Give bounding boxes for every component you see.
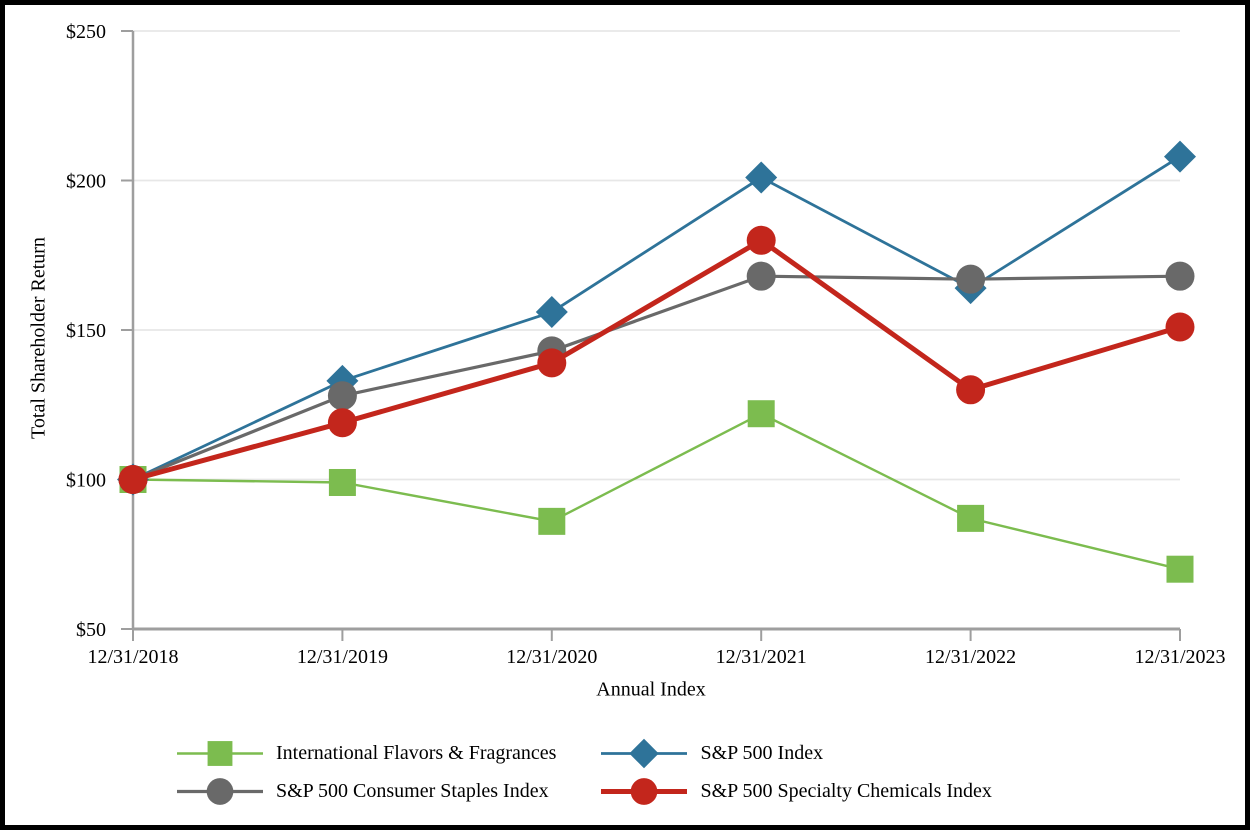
y-tick-label: $100 (66, 470, 106, 492)
y-tick-label: $50 (76, 619, 106, 641)
legend-marker-shape (629, 738, 660, 769)
data-point-s-p-500-specialty-chemicals-index (327, 408, 357, 438)
y-axis-title: Total Shareholder Return (27, 237, 50, 439)
data-point-s-p-500-consumer-staples-index (746, 261, 776, 291)
data-point-international-flavors-fragrances (747, 400, 775, 428)
data-point-international-flavors-fragrances (957, 504, 985, 532)
y-tick-label: $200 (66, 171, 106, 193)
data-point-international-flavors-fragrances (328, 468, 356, 496)
legend-marker-diamond-icon (601, 738, 688, 769)
chart-legend: International Flavors & Fragrances S&P 50… (176, 737, 992, 808)
x-tick-label: 12/31/2020 (506, 646, 597, 668)
data-point-s-p-500-specialty-chemicals-index (956, 375, 986, 405)
legend-item-s-p-500-consumer-staples-index: S&P 500 Consumer Staples Index (176, 775, 556, 808)
x-tick-label: 12/31/2022 (925, 646, 1016, 668)
x-tick-label: 12/31/2019 (297, 646, 388, 668)
legend-label: S&P 500 Index (700, 742, 824, 764)
data-point-s-p-500-consumer-staples-index (956, 264, 986, 294)
series-line-international-flavors-fragrances (132, 412, 1181, 571)
legend-marker-circle-icon (601, 778, 688, 805)
data-point-international-flavors-fragrances (1166, 555, 1194, 583)
series-international-flavors-fragrances (119, 400, 1194, 583)
data-point-s-p-500-specialty-chemicals-index (746, 225, 776, 255)
data-point-s-p-500-specialty-chemicals-index (1165, 312, 1195, 342)
x-tick-label: 12/31/2023 (1134, 646, 1225, 668)
x-axis-title: Annual Index (596, 678, 706, 701)
series-s-p-500-specialty-chemicals-index (118, 225, 1195, 494)
legend-marker-square-icon (177, 741, 263, 766)
data-point-s-p-500-index (745, 161, 778, 194)
data-point-s-p-500-index (535, 296, 568, 329)
legend-marker-shape (207, 741, 233, 766)
y-tick-label: $250 (66, 21, 106, 43)
legend-label: International Flavors & Fragrances (276, 742, 557, 764)
legend-label: S&P 500 Specialty Chemicals Index (700, 780, 992, 802)
y-tick-label: $150 (66, 320, 106, 342)
data-point-s-p-500-index (1164, 140, 1196, 173)
series-s-p-500-consumer-staples-index (118, 261, 1195, 494)
data-point-s-p-500-consumer-staples-index (1165, 261, 1195, 291)
x-tick-label: 12/31/2018 (87, 646, 178, 668)
series-line-s-p-500-index (132, 155, 1181, 481)
legend-marker-shape (631, 778, 658, 805)
legend-label: S&P 500 Consumer Staples Index (276, 780, 549, 802)
series-line-s-p-500-specialty-chemicals-index (132, 237, 1181, 482)
data-point-international-flavors-fragrances (538, 507, 566, 535)
legend-item-s-p-500-index: S&P 500 Index (600, 737, 991, 770)
data-point-s-p-500-specialty-chemicals-index (537, 348, 567, 378)
legend-item-s-p-500-specialty-chemicals-index: S&P 500 Specialty Chemicals Index (600, 775, 992, 808)
legend-marker-circle-icon (177, 778, 263, 805)
series-line-s-p-500-consumer-staples-index (132, 274, 1181, 481)
data-point-s-p-500-consumer-staples-index (327, 381, 357, 411)
data-point-s-p-500-specialty-chemicals-index (118, 465, 148, 494)
legend-marker-shape (206, 778, 234, 805)
legend-item-international-flavors-fragrances: International Flavors & Fragrances (176, 737, 556, 770)
x-tick-label: 12/31/2021 (716, 646, 807, 668)
